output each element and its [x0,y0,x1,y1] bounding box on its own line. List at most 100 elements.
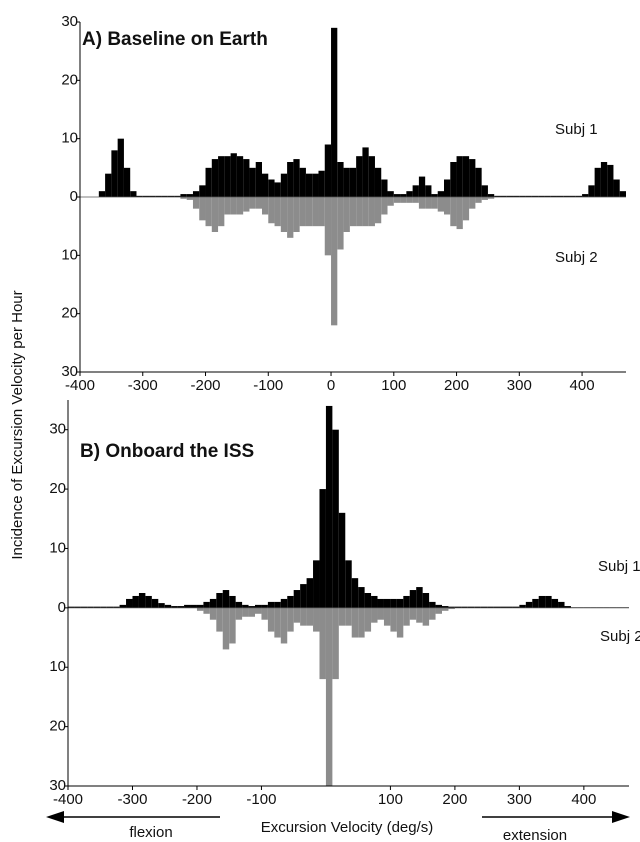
histogram-bar [387,191,394,197]
histogram-bar [325,405,333,608]
histogram-bar [474,606,481,608]
histogram-bar [192,197,200,209]
x-tick-label: -300 [128,377,158,394]
histogram-bar [100,606,107,608]
histogram-bar [324,144,332,197]
histogram-bar [563,195,570,197]
histogram-bar [387,197,394,206]
histogram-bar [338,607,346,626]
histogram-bar [422,607,430,626]
histogram-bar [267,601,275,608]
histogram-bar [442,606,449,608]
histogram-bar [229,595,236,608]
histogram-bar [268,197,275,224]
histogram-bar [358,607,365,638]
histogram-bar [222,607,230,650]
histogram-bar [338,512,346,608]
histogram-bar [111,150,118,197]
histogram-bar [255,197,262,209]
flexion-arrow [46,811,220,823]
histogram-bar [493,606,501,608]
histogram-bar [224,197,231,215]
histogram-bar [243,159,250,197]
histogram-bar [319,607,326,680]
series-label: Subj 2 [555,249,598,266]
histogram-bar [230,197,237,215]
histogram-bar [274,601,281,608]
histogram-bar [588,185,595,197]
x-tick-label: 100 [381,377,406,394]
histogram-bar [280,197,288,232]
histogram-bar [431,194,438,197]
histogram-bar [425,185,432,197]
histogram-bar [437,197,444,212]
histogram-bar [332,607,339,680]
histogram-bar [190,604,197,608]
histogram-bar [222,590,230,608]
histogram-bar [364,607,372,632]
histogram-bar [396,598,404,608]
histogram-bar [607,164,614,197]
histogram-bar [469,197,476,209]
x-tick-label: 300 [507,791,532,808]
x-tick-label: 300 [507,377,532,394]
histogram-bar [155,195,162,197]
arrow-head [612,811,630,823]
histogram-bar [164,604,172,608]
histogram-bar [371,607,378,623]
histogram-bar [293,159,300,197]
histogram-bar [487,197,495,199]
histogram-bar [558,601,565,608]
histogram-bar [211,159,219,197]
histogram-bar [332,429,339,608]
histogram-bar [68,606,75,608]
x-tick-label: 200 [442,791,467,808]
histogram-bar [117,138,124,197]
histogram-bar [306,607,314,626]
histogram-bar [582,194,589,197]
histogram-bar [525,195,532,197]
histogram-bar [475,167,482,197]
histogram-bar [403,595,410,608]
histogram-bar [349,167,357,197]
histogram-bar [506,195,514,197]
histogram-bar [218,197,225,227]
y-tick-label: 10 [49,539,66,556]
histogram-bar [343,167,350,197]
histogram-bar [230,153,237,197]
x-tick-label: 400 [570,377,595,394]
histogram-bar [174,195,181,197]
histogram-bar [393,197,401,203]
histogram-bar [312,173,319,197]
x-tick-label: 400 [571,791,596,808]
histogram-bar [145,595,152,608]
x-axis-label: Excursion Velocity (deg/s) [261,819,434,836]
histogram-bar [619,191,626,197]
histogram-bar [513,195,520,197]
histogram-bar [467,606,475,608]
histogram-bar [305,173,313,197]
histogram-bar [300,584,307,608]
y-tick-label: 30 [49,421,66,438]
histogram-bar [532,598,539,608]
histogram-bar [383,607,391,626]
histogram-bar [343,197,350,232]
histogram-bar [406,191,413,197]
histogram-bar [461,606,468,608]
histogram-bar [435,604,442,608]
histogram-bar [313,607,320,632]
histogram-bar [236,197,244,215]
histogram-bar [412,185,419,197]
histogram-bar [544,195,551,197]
histogram-bar [374,197,382,224]
histogram-bar [205,197,212,227]
histogram-bar [132,595,139,608]
histogram-bar [255,604,262,608]
histogram-bar [80,606,88,608]
histogram-bar [287,162,294,197]
histogram-bar [368,156,375,197]
histogram-bar [177,606,185,608]
histogram-bar [74,606,81,608]
histogram-bar [390,598,397,608]
